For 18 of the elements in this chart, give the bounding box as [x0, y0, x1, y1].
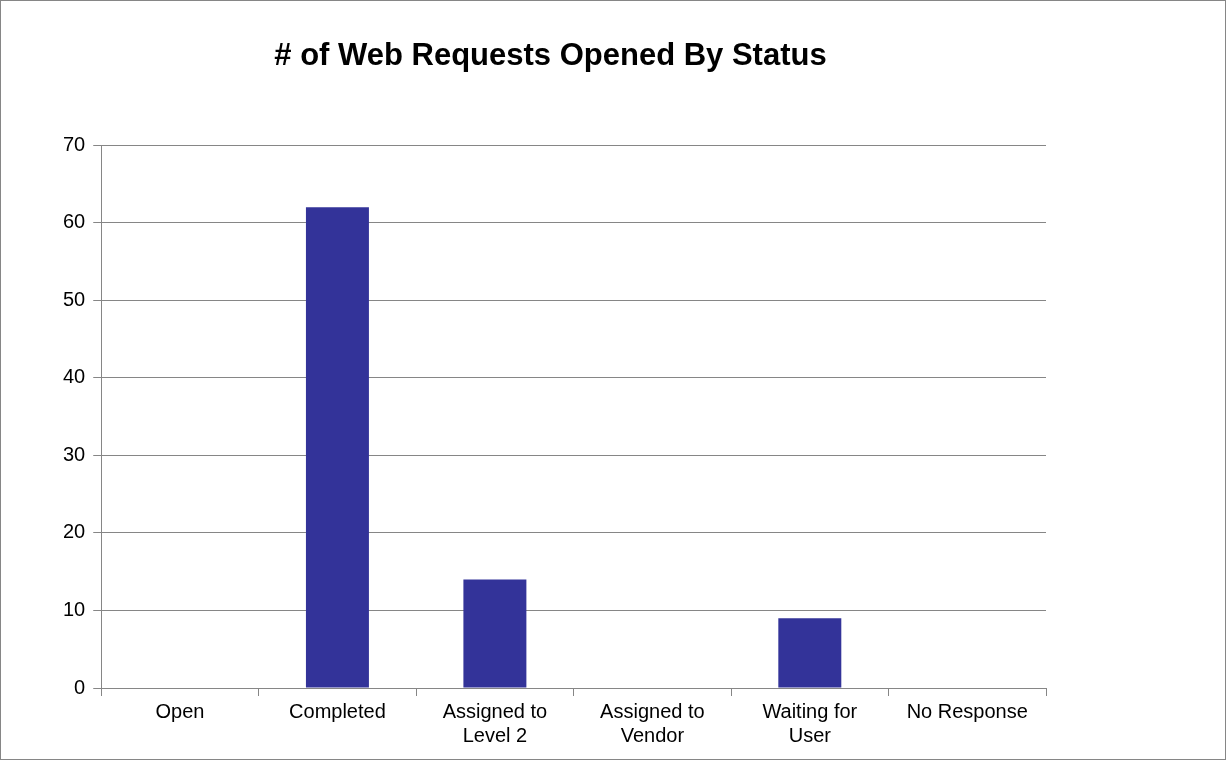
chart-title: # of Web Requests Opened By Status — [274, 37, 827, 73]
y-tick-label: 70 — [63, 132, 86, 155]
y-tick-label: 30 — [63, 442, 86, 465]
y-tick-label: 50 — [63, 287, 86, 310]
bar — [305, 207, 369, 688]
y-tick-label: 40 — [63, 365, 86, 388]
y-tick-label: 60 — [63, 210, 86, 233]
y-tick-label: 10 — [63, 597, 86, 620]
bar — [463, 579, 527, 688]
y-tick-label: 0 — [74, 675, 86, 698]
x-tick-label: Assigned to Level 2 — [442, 699, 548, 746]
x-tick-label: Assigned to Vendor — [600, 699, 705, 746]
x-tick-label: Completed — [289, 699, 386, 722]
bar — [778, 618, 842, 688]
x-tick-label: Waiting for User — [762, 699, 858, 746]
x-tick-label: Open — [155, 699, 205, 722]
x-tick-label: No Response — [906, 699, 1028, 722]
y-tick-label: 20 — [63, 520, 86, 543]
